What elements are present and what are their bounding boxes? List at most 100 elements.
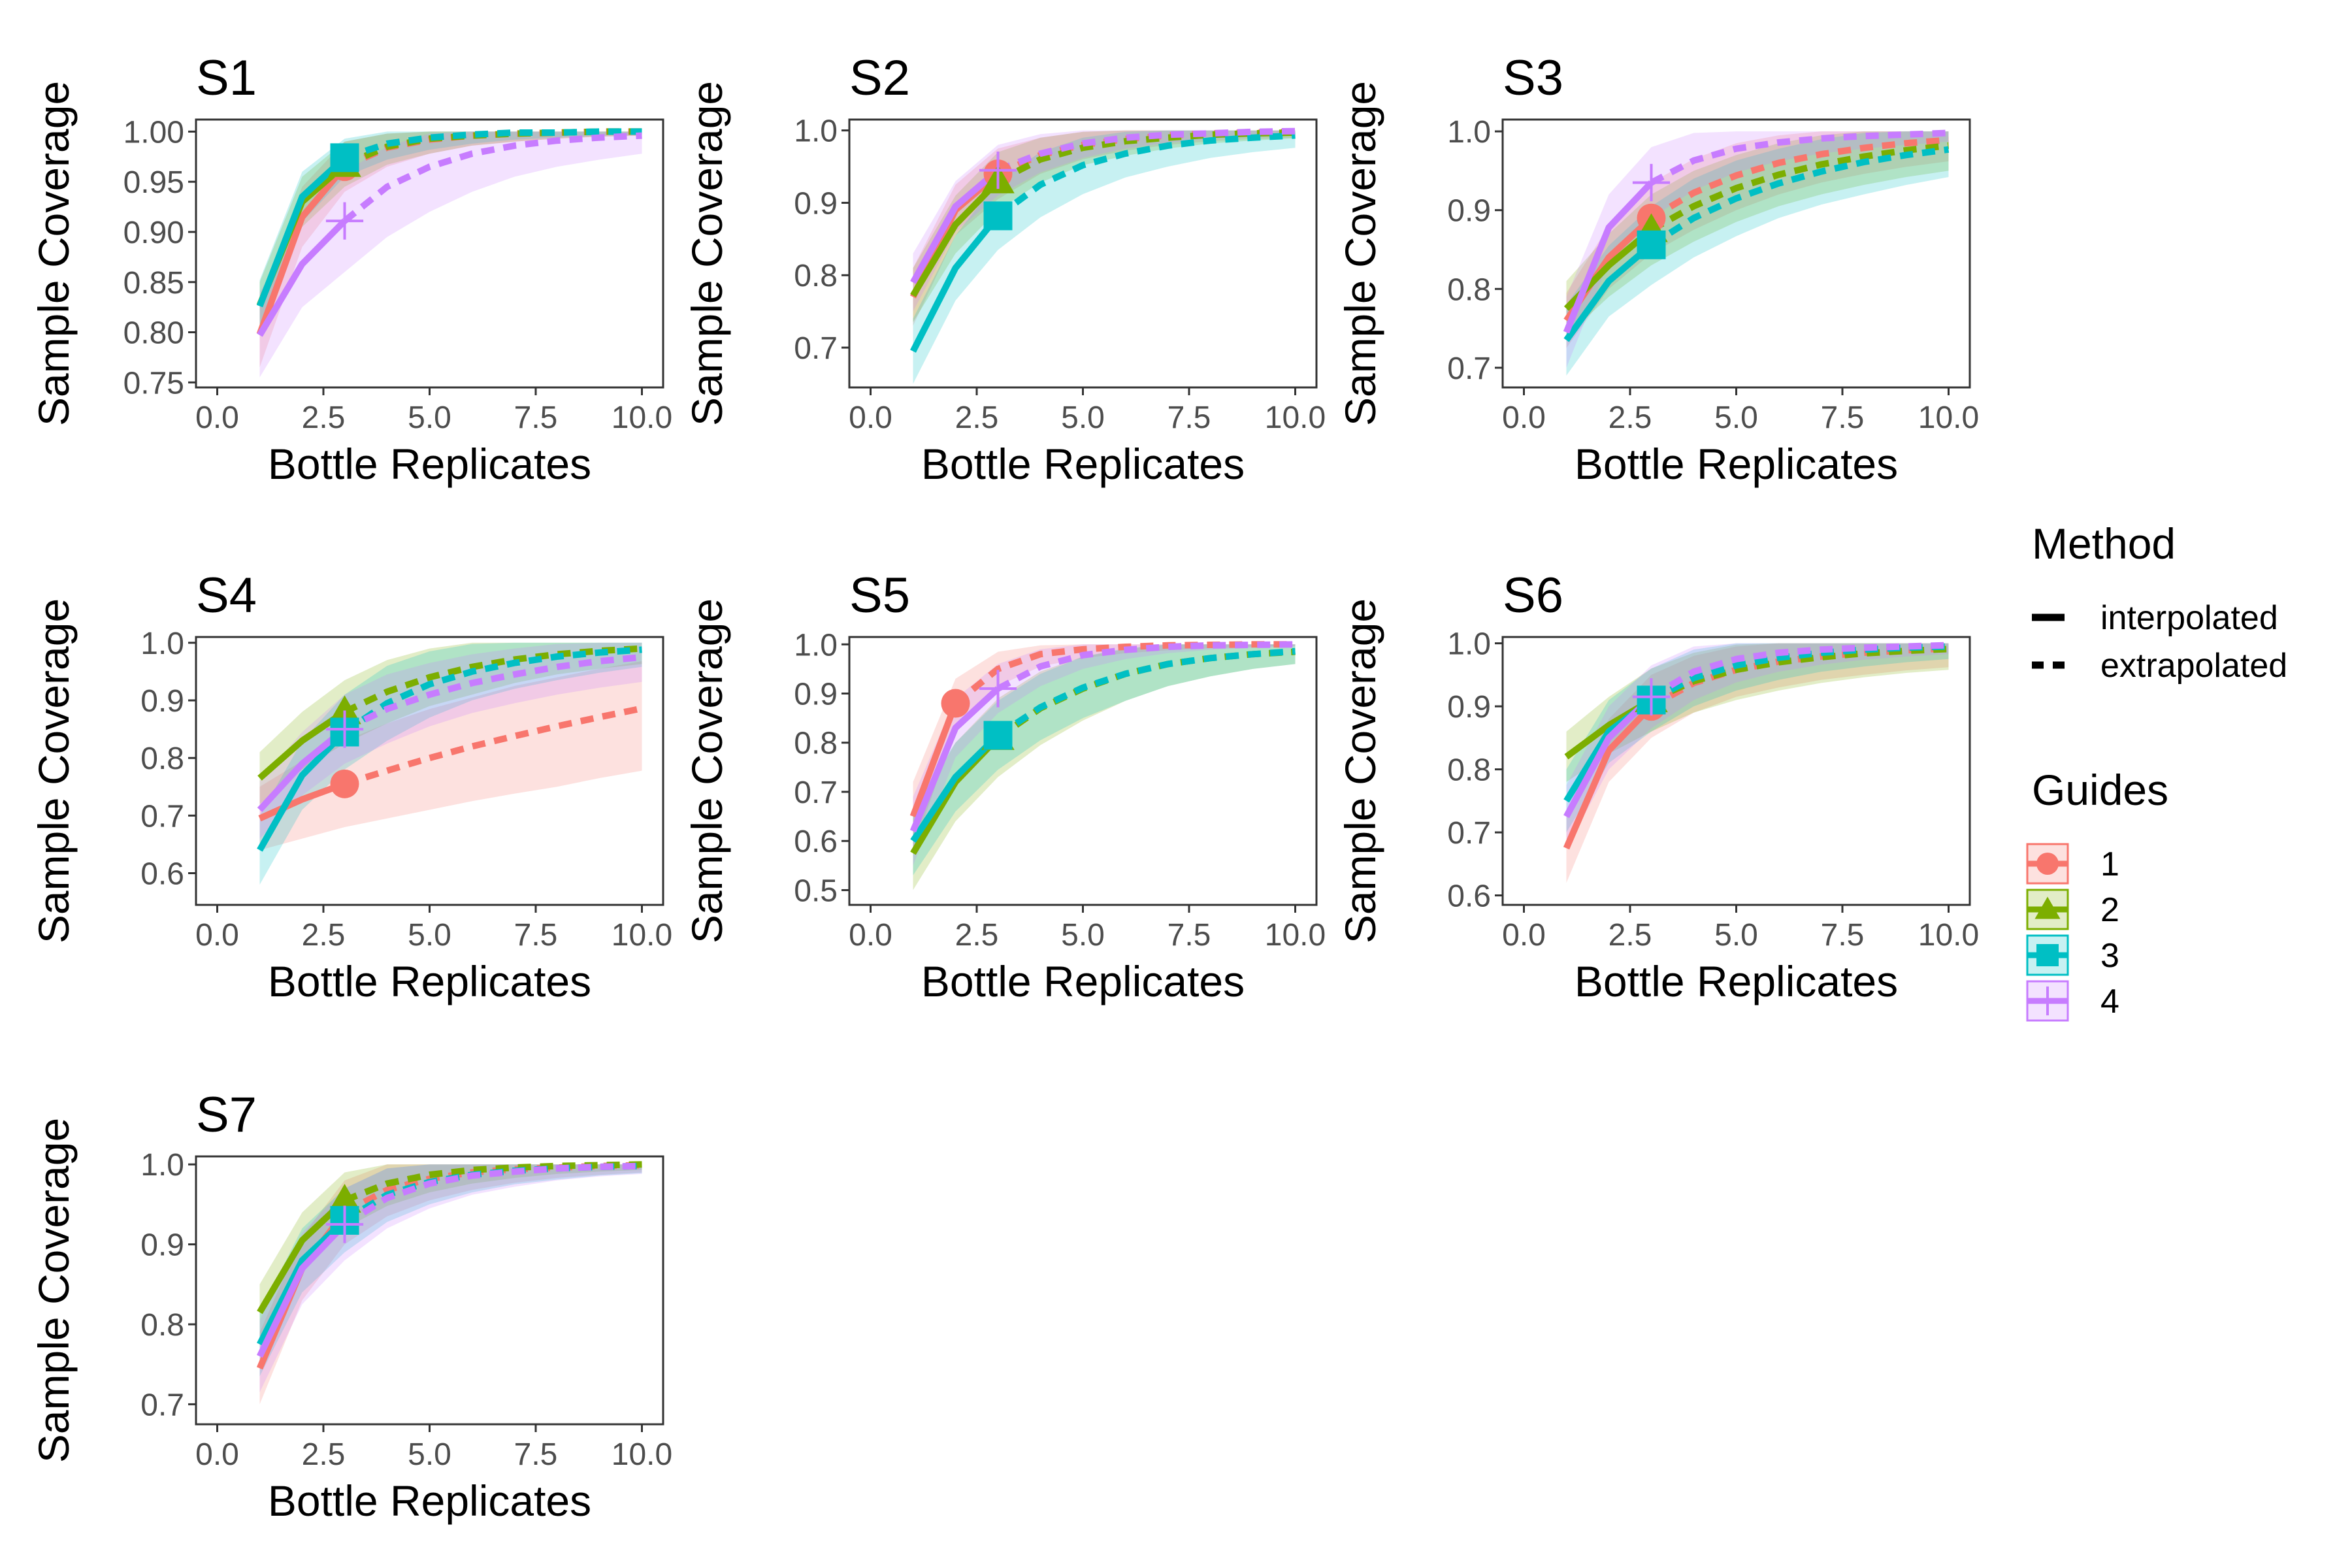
panel-title-s7: S7: [196, 1087, 257, 1143]
y-tick-label-s3: 0.7: [1447, 351, 1491, 386]
line-extrapolated-s4-guide-3: [342, 646, 642, 735]
panel-title-s4: S4: [196, 568, 257, 623]
line-interpolated-s3-guide-4: [1563, 180, 1654, 334]
legend-guide-2-marker: [2034, 896, 2061, 919]
band-s5-guide-4: [913, 644, 1296, 866]
x-tick-label-s6: 10.0: [1918, 918, 1979, 953]
y-axis-title-s6: Sample Coverage: [1336, 598, 1384, 943]
point-observed-s2-guide-3: [983, 201, 1013, 231]
x-tick-label-s7: 5.0: [408, 1437, 451, 1472]
x-tick-label-s4: 2.5: [302, 918, 346, 953]
x-axis-title-s2: Bottle Replicates: [921, 440, 1245, 488]
x-tick-label-s6: 5.0: [1714, 918, 1758, 953]
legend-guide-1-marker: [2036, 853, 2059, 875]
line-extrapolated-s4-guide-4: [343, 653, 642, 732]
x-tick-label-s3: 2.5: [1609, 400, 1652, 435]
y-tick-label-s5: 0.5: [794, 874, 838, 908]
y-tick-label-s5: 0.6: [794, 825, 838, 859]
y-tick-label-s5: 0.8: [794, 727, 838, 761]
legend-guide-4-key: [2026, 980, 2069, 1022]
y-tick-label-s7: 0.8: [140, 1308, 184, 1343]
y-tick-label-s2: 0.9: [794, 186, 838, 221]
y-tick-label-s7: 1.0: [140, 1148, 184, 1183]
line-interpolated-s5-guide-1: [909, 702, 959, 818]
x-tick-label-s2: 2.5: [955, 400, 999, 435]
legend-guide-3-marker: [2036, 944, 2059, 966]
line-interpolated-s4-guide-1: [258, 781, 346, 822]
line-extrapolated-s3-guide-1: [1649, 137, 1949, 221]
x-tick-label-s6: 0.0: [1502, 918, 1546, 953]
x-tick-label-s7: 0.0: [195, 1437, 239, 1472]
x-tick-label-s5: 0.0: [849, 918, 892, 953]
x-tick-label-s1: 7.5: [514, 400, 558, 435]
y-tick-label-s4: 1.0: [140, 627, 184, 661]
y-tick-label-s1: 0.90: [123, 216, 184, 250]
point-observed-s4-guide-1: [330, 769, 359, 798]
x-tick-label-s1: 5.0: [408, 400, 451, 435]
x-tick-label-s7: 2.5: [302, 1437, 346, 1472]
y-tick-label-s5: 0.9: [794, 678, 838, 712]
legend-guide-1-key: [2026, 843, 2069, 885]
x-tick-label-s7: 7.5: [514, 1437, 558, 1472]
line-interpolated-s2-guide-3: [910, 214, 1001, 353]
x-tick-label-s4: 5.0: [408, 918, 451, 953]
line-interpolated-s6-guide-1: [1563, 704, 1654, 850]
y-tick-label-s1: 1.00: [123, 115, 184, 150]
legend-guides-title: Guides: [2032, 766, 2168, 814]
y-axis-title-s7: Sample Coverage: [29, 1118, 78, 1463]
y-tick-label-s3: 1.0: [1447, 115, 1491, 150]
point-observed-s7-guide-2: [328, 1184, 361, 1213]
band-s4-guide-1: [259, 661, 642, 851]
point-observed-s7-guide-4: [325, 1205, 364, 1243]
y-tick-label-s4: 0.9: [140, 684, 184, 719]
x-axis-title-s6: Bottle Replicates: [1575, 957, 1898, 1005]
x-axis-title-s5: Bottle Replicates: [921, 957, 1245, 1005]
band-s2-guide-3: [913, 130, 1296, 384]
x-tick-label-s3: 7.5: [1821, 400, 1865, 435]
x-tick-label-s1: 0.0: [195, 400, 239, 435]
plot-area-s1: [196, 120, 663, 387]
x-tick-label-s3: 0.0: [1502, 400, 1546, 435]
legend-guide-2-key: [2026, 889, 2069, 930]
x-tick-label-s3: 10.0: [1918, 400, 1979, 435]
line-interpolated-s7-guide-4: [256, 1222, 348, 1358]
line-interpolated-s2-guide-4: [910, 167, 1000, 284]
y-tick-label-s5: 1.0: [794, 628, 838, 662]
x-tick-label-s5: 10.0: [1265, 918, 1326, 953]
x-tick-label-s1: 10.0: [612, 400, 672, 435]
line-extrapolated-s3-guide-3: [1649, 146, 1950, 248]
plot-area-s3: [1503, 120, 1970, 387]
x-tick-label-s7: 10.0: [612, 1437, 672, 1472]
panel-title-s5: S5: [849, 568, 910, 623]
legend-guide-1-label: 1: [2100, 845, 2119, 883]
band-s3-guide-2: [1566, 131, 1949, 336]
band-s6-guide-2: [1566, 643, 1949, 782]
y-tick-label-s2: 1.0: [794, 114, 838, 149]
y-tick-label-s2: 0.8: [794, 259, 838, 293]
panel-title-s2: S2: [849, 50, 910, 106]
y-tick-label-s6: 0.8: [1447, 753, 1491, 788]
y-tick-label-s1: 0.95: [123, 165, 184, 200]
x-tick-label-s4: 7.5: [514, 918, 558, 953]
band-s1-guide-2: [259, 131, 642, 327]
x-tick-label-s2: 7.5: [1168, 400, 1211, 435]
point-observed-s5-guide-4: [979, 670, 1017, 708]
x-tick-label-s4: 0.0: [195, 918, 239, 953]
panel-title-s6: S6: [1503, 568, 1563, 623]
y-tick-label-s4: 0.7: [140, 799, 184, 834]
y-tick-label-s6: 1.0: [1447, 627, 1491, 662]
y-tick-label-s6: 0.6: [1447, 879, 1491, 914]
legend-guide-keys: [2026, 843, 2069, 1022]
line-extrapolated-s6-guide-4: [1649, 642, 1949, 700]
panel-s4: 0.6 0.7 0.8 0.9 1.0 0.0 2.5 5.0 7.5 10.0 S4 Bottle …: [29, 568, 672, 1005]
y-tick-label-s4: 0.8: [140, 742, 184, 776]
point-observed-s6-guide-4: [1632, 678, 1671, 716]
legend-guide-3-key: [2026, 934, 2069, 976]
point-observed-s5-guide-1: [941, 689, 970, 718]
legend-method-title: Method: [2032, 519, 2176, 568]
panel-s3: 0.7 0.8 0.9 1.0 0.0 2.5 5.0 7.5 10.0 S3 Bottle Rep…: [1336, 50, 1979, 488]
band-s3-guide-4: [1566, 131, 1949, 368]
point-observed-s4-guide-2: [328, 695, 361, 725]
y-axis-title-s1: Sample Coverage: [29, 81, 78, 426]
